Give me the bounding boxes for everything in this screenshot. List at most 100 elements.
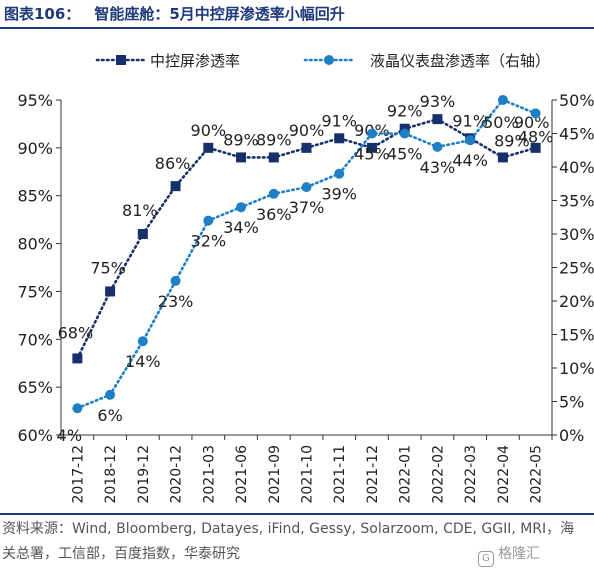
series-1-data-label: 91% [452, 111, 488, 130]
series-2-data-label: 36% [256, 205, 292, 224]
x-axis-tick-label: 2018-12 [103, 445, 119, 504]
figure-title: 图表106： 智能座舱：5月中控屏渗透率小幅回升 [4, 2, 590, 26]
series-2-data-label: 45% [354, 145, 390, 164]
x-axis-tick-label: 2022-01 [398, 445, 414, 504]
x-axis-tick-label: 2022-02 [430, 445, 446, 504]
left-axis-tick-label: 90% [17, 139, 53, 158]
right-axis-tick-label: 50% [559, 91, 594, 110]
series-2-point [301, 182, 312, 193]
penetration-line-chart: 60% 65% 70% 75% 80% 85% 90% 95% 0% 5% 10% 15% 20% 25%… [17, 52, 594, 504]
series-2-point [105, 389, 116, 400]
right-axis-tick-label: 20% [559, 292, 594, 311]
legend-series-1-marker [116, 55, 126, 65]
series-2-point [432, 141, 443, 152]
x-axis-tick-label: 2021-06 [234, 445, 250, 504]
series-1-data-label: 92% [387, 102, 423, 121]
x-axis-tick-label: 2020-12 [169, 445, 185, 504]
series-2-point [170, 275, 181, 286]
legend-series-1-label: 中控屏渗透率 [150, 52, 240, 70]
series-1-data-label: 93% [420, 92, 456, 111]
series-2-data-label: 50% [483, 113, 519, 132]
series-1-data-label: 68% [58, 323, 94, 342]
series-1-data-label: 89% [223, 130, 259, 149]
left-axis-tick-label: 65% [17, 378, 53, 397]
series-2-point [334, 168, 345, 179]
source-note: 资料来源：Wind, Bloomberg, Datayes, iFind, Ge… [2, 521, 575, 562]
series-2-data-label: 37% [289, 198, 325, 217]
series-2-data-label: 43% [420, 158, 456, 177]
x-axis-tick-label: 2017-12 [70, 445, 86, 504]
series-1-data-label: 81% [122, 201, 158, 220]
left-axis-tick-label: 60% [17, 426, 53, 445]
right-axis-tick-label: 40% [559, 158, 594, 177]
x-axis-tick-label: 2021-11 [332, 445, 348, 504]
watermark-text: 格隆汇 [498, 546, 540, 562]
source-divider [0, 513, 594, 515]
series-2-point [530, 108, 541, 119]
series-2-point [236, 202, 247, 213]
series-1-data-label: 90% [289, 121, 325, 140]
legend-series-2-marker [324, 55, 334, 65]
left-axis-tick-label: 95% [17, 91, 53, 110]
right-axis-tick-label: 30% [559, 225, 594, 244]
left-axis-tick-label: 70% [17, 330, 53, 349]
x-axis-tick-label: 2022-04 [496, 445, 512, 504]
series-1-point [334, 133, 345, 144]
x-axis-tick-label: 2022-05 [529, 445, 545, 504]
series-1-point [432, 114, 443, 125]
series-2-data-label: 4% [57, 426, 82, 445]
series-2-data-label: 34% [223, 218, 259, 237]
series-2-point [497, 95, 508, 105]
series-1-data-label: 90% [514, 113, 550, 132]
legend-series-2-label: 液晶仪表盘渗透率（右轴） [370, 52, 550, 70]
series-1-data-label: 89% [494, 131, 530, 150]
series-1-point [530, 142, 541, 153]
right-axis-tick-label: 35% [559, 192, 594, 211]
series-2-point [72, 403, 83, 414]
figure-number: 图表106： [4, 5, 81, 23]
series-1-point [170, 181, 181, 192]
series-1-point [268, 152, 279, 163]
series-1-point [137, 229, 148, 239]
watermark-logo-icon: G [478, 551, 494, 567]
right-axis-tick-label: 15% [559, 326, 594, 345]
series-1-point [72, 353, 83, 364]
right-axis-tick-label: 0% [559, 426, 584, 445]
x-axis-tick-label: 2021-09 [267, 445, 283, 504]
series-2-data-label: 48% [518, 127, 554, 146]
series-2-data-label: 39% [321, 185, 357, 204]
series-1-data-label: 89% [256, 130, 292, 149]
series-2-data-label: 14% [125, 352, 161, 371]
series-2-point [366, 128, 377, 139]
series-2-point [137, 336, 148, 347]
series-2-point [268, 188, 279, 199]
x-axis-tick-label: 2022-03 [463, 445, 479, 504]
series-2-data-label: 23% [158, 292, 194, 311]
series-1-data-label: 91% [321, 111, 357, 130]
series-2-data-label: 44% [452, 151, 488, 170]
series-1-point [497, 152, 508, 163]
right-axis-tick-label: 25% [559, 259, 594, 278]
series-2-data-label: 45% [387, 145, 423, 164]
series-1-data-label: 86% [155, 154, 191, 173]
title-divider [0, 27, 594, 29]
x-axis-tick-label: 2021-10 [300, 445, 316, 504]
series-1-point [203, 142, 214, 153]
figure-title-text: 智能座舱：5月中控屏渗透率小幅回升 [94, 5, 345, 23]
right-axis-tick-label: 45% [559, 125, 594, 144]
series-1-point [366, 142, 377, 153]
left-axis-tick-label: 75% [17, 282, 53, 301]
watermark: G 格隆汇 [478, 543, 540, 567]
series-2-point [399, 128, 410, 139]
series-2-data-label: 32% [191, 232, 227, 251]
left-axis-tick-label: 80% [17, 235, 53, 254]
series-2-point [203, 215, 214, 226]
right-axis-tick-label: 10% [559, 359, 594, 378]
right-axis-tick-label: 5% [559, 393, 584, 412]
series-2-point [465, 135, 476, 146]
x-axis-tick-label: 2021-12 [365, 445, 381, 504]
x-axis-tick-label: 2021-03 [201, 445, 217, 504]
series-1-data-label: 90% [191, 121, 227, 140]
x-axis-tick-label: 2019-12 [136, 445, 152, 504]
series-1-point [105, 286, 116, 297]
